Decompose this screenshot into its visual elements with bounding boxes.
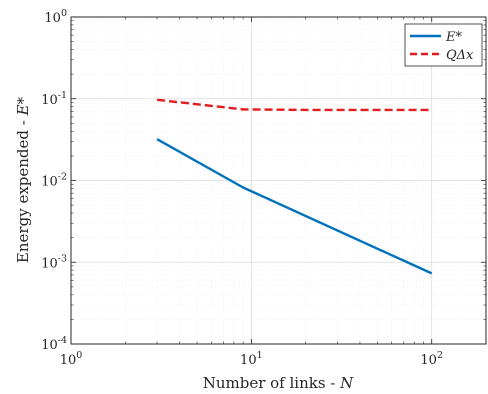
y-axis-label-variable: E* (14, 96, 32, 116)
x-tick-label-base: 10 (420, 353, 437, 368)
y-axis-label: Energy expended - E* (14, 96, 32, 263)
y-tick-label-base: 10 (41, 338, 58, 353)
y-tick-label-base: 10 (41, 175, 58, 190)
y-tick-label: 100 (44, 8, 67, 26)
y-axis-label-text: Energy expended - (14, 115, 32, 263)
ticks-layer (70, 16, 487, 345)
legend-box (404, 23, 483, 67)
legend-label-e-star: E* (445, 30, 462, 45)
x-axis-label-text: Number of links - (203, 374, 340, 392)
series-line-q-delta-x (156, 98, 432, 112)
y-tick-label-exponent: -3 (58, 253, 67, 264)
x-axis-label: Number of links - N (203, 374, 354, 392)
legend-label-q-delta-x: QΔx (446, 48, 474, 63)
x-tick-label: 101 (240, 350, 263, 368)
x-tick-label-exponent: 1 (257, 350, 263, 361)
y-tick-label-exponent: -2 (58, 172, 67, 183)
x-tick-label: 100 (60, 350, 83, 368)
x-tick-label-exponent: 0 (76, 350, 82, 361)
x-tick-labels: 100 101 102 (60, 350, 443, 368)
x-tick-label-base: 10 (60, 353, 77, 368)
y-tick-label: 10-2 (41, 172, 67, 190)
y-tick-label-base: 10 (41, 256, 58, 271)
legend: E* QΔx (404, 23, 483, 67)
y-tick-label: 10-4 (41, 335, 67, 353)
y-tick-label-base: 10 (41, 93, 58, 108)
y-tick-label-exponent: -1 (58, 90, 67, 101)
y-tick-label: 10-1 (41, 90, 67, 108)
x-tick-label: 102 (420, 350, 443, 368)
series-line-e-star (156, 138, 433, 275)
y-tick-label: 10-3 (41, 253, 67, 271)
x-tick-label-exponent: 2 (437, 350, 443, 361)
y-tick-label-exponent: 0 (61, 8, 67, 19)
series-layer (156, 98, 433, 275)
y-tick-label-base: 10 (44, 11, 61, 26)
x-tick-label-base: 10 (240, 353, 257, 368)
y-tick-label-exponent: -4 (58, 335, 67, 346)
minor-grid (71, 17, 487, 344)
x-axis-label-variable: N (339, 374, 354, 392)
